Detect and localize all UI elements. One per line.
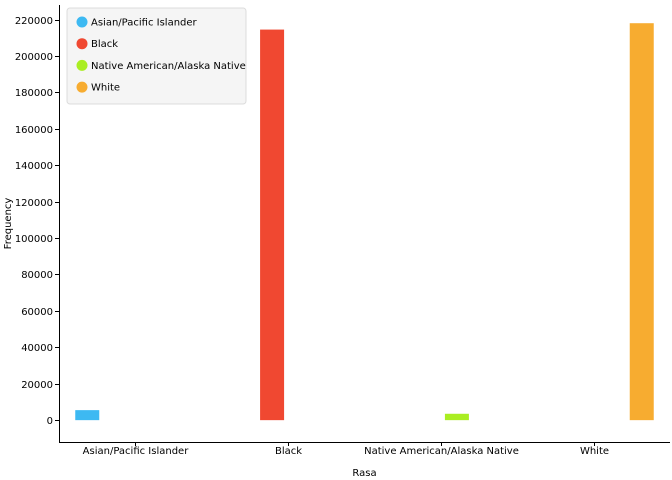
bar-asian-pacific-islander	[75, 410, 100, 421]
legend-label: Black	[91, 39, 118, 50]
y-tick-label: 40000	[21, 343, 53, 354]
y-tick-label: 20000	[21, 380, 53, 391]
legend-label: Native American/Alaska Native	[91, 61, 246, 72]
axes-layer	[59, 5, 670, 443]
legend-box	[66, 7, 247, 105]
y-axis-title: Frequency	[3, 198, 14, 250]
y-tick-label: 140000	[15, 161, 53, 172]
y-tick-label: 160000	[15, 125, 53, 136]
x-tick-label: Native American/Alaska Native	[364, 446, 519, 457]
y-tick-label: 60000	[21, 307, 53, 318]
legend: Asian/Pacific Islander Black Native Americ…	[66, 7, 247, 105]
legend-marker	[76, 16, 88, 28]
y-tick-label: 80000	[21, 270, 53, 281]
x-axis-title: Rasa	[352, 468, 376, 479]
bar-white	[629, 23, 654, 421]
y-tick-label: 100000	[15, 234, 53, 245]
y-tick-label: 200000	[15, 52, 53, 63]
x-tick-label: Black	[275, 446, 302, 457]
legend-label: Asian/Pacific Islander	[91, 18, 198, 29]
legend-label: White	[91, 83, 120, 94]
y-tick-label: 220000	[15, 16, 53, 27]
legend-marker	[76, 38, 88, 50]
y-ticks: 0 20000 40000 60000 80000 100000 120000 140000 1…	[15, 16, 59, 427]
y-tick-label: 180000	[15, 88, 53, 99]
y-tick-label: 0	[47, 416, 53, 427]
x-tick-label: Asian/Pacific Islander	[83, 446, 190, 457]
y-tick-label: 120000	[15, 198, 53, 209]
bar-black	[260, 29, 285, 421]
legend-marker	[76, 81, 88, 93]
bar-native-american-alaska-native	[444, 413, 469, 421]
legend-marker	[76, 59, 88, 71]
x-ticks: Asian/Pacific Islander Black Native Americ…	[83, 442, 609, 457]
bars-layer	[75, 23, 654, 421]
x-tick-label: White	[580, 446, 609, 457]
